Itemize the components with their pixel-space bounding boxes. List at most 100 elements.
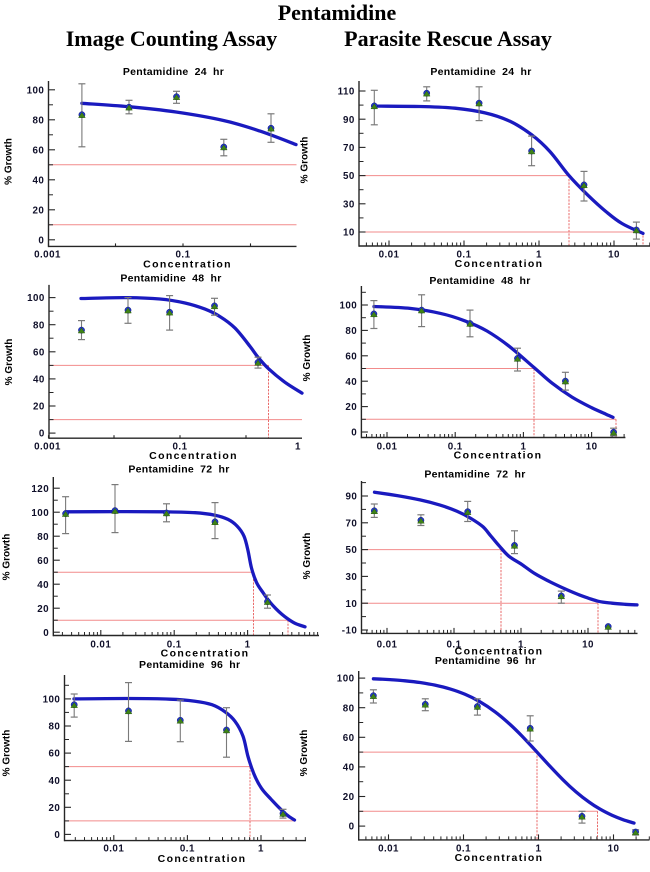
svg-text:40: 40 [343, 763, 355, 774]
svg-text:0.1: 0.1 [176, 250, 191, 261]
svg-text:Pentamidine 72 hr: Pentamidine 72 hr [424, 469, 525, 481]
svg-text:1: 1 [258, 844, 264, 855]
svg-text:% Growth: % Growth [4, 138, 15, 185]
svg-text:Concentration: Concentration [143, 258, 232, 270]
svg-text:0: 0 [54, 830, 60, 841]
svg-text:70: 70 [343, 143, 355, 154]
svg-text:1: 1 [518, 640, 524, 651]
svg-text:0.1: 0.1 [456, 844, 471, 855]
svg-text:40: 40 [48, 776, 60, 787]
svg-text:100: 100 [31, 508, 49, 519]
svg-text:0: 0 [349, 822, 355, 833]
svg-text:20: 20 [32, 205, 44, 216]
svg-text:100: 100 [43, 695, 61, 706]
svg-text:60: 60 [343, 733, 355, 744]
svg-text:0.001: 0.001 [34, 250, 61, 261]
svg-text:20: 20 [37, 604, 49, 615]
svg-text:10: 10 [608, 250, 620, 261]
svg-text:70: 70 [345, 518, 357, 529]
svg-text:80: 80 [48, 722, 60, 733]
svg-text:20: 20 [345, 402, 357, 413]
svg-text:120: 120 [31, 484, 49, 495]
svg-text:40: 40 [32, 175, 44, 186]
svg-text:40: 40 [33, 375, 45, 386]
svg-text:100: 100 [27, 293, 45, 304]
svg-text:0: 0 [43, 628, 49, 639]
svg-text:Concentration: Concentration [455, 258, 544, 270]
svg-text:0.01: 0.01 [90, 640, 111, 651]
svg-text:Concentration: Concentration [455, 645, 544, 657]
svg-text:0: 0 [351, 428, 357, 439]
svg-text:Concentration: Concentration [161, 648, 250, 660]
svg-text:0.01: 0.01 [377, 442, 398, 453]
svg-text:0: 0 [39, 429, 45, 440]
svg-text:Pentamidine: Pentamidine [278, 0, 397, 25]
svg-text:1: 1 [536, 844, 542, 855]
svg-text:60: 60 [33, 347, 45, 358]
svg-text:20: 20 [48, 803, 60, 814]
svg-text:100: 100 [27, 85, 45, 96]
svg-text:60: 60 [48, 749, 60, 760]
svg-text:0.01: 0.01 [103, 844, 124, 855]
svg-text:60: 60 [345, 351, 357, 362]
svg-text:Pentamidine 48 hr: Pentamidine 48 hr [120, 273, 221, 285]
svg-text:Concentration: Concentration [455, 852, 544, 864]
svg-text:% Growth: % Growth [302, 335, 313, 382]
svg-text:40: 40 [37, 580, 49, 591]
svg-text:0.1: 0.1 [447, 640, 462, 651]
svg-text:Pentamidine 96 hr: Pentamidine 96 hr [139, 659, 240, 671]
svg-text:-10: -10 [342, 626, 358, 637]
svg-text:Pentamidine 48 hr: Pentamidine 48 hr [429, 275, 530, 287]
svg-text:80: 80 [32, 115, 44, 126]
svg-text:110: 110 [338, 87, 355, 98]
svg-text:Pentamidine 72 hr: Pentamidine 72 hr [128, 464, 229, 476]
svg-text:10: 10 [343, 228, 355, 239]
svg-text:60: 60 [37, 556, 49, 567]
svg-text:Pentamidine 24 hr: Pentamidine 24 hr [430, 66, 531, 78]
svg-text:50: 50 [345, 545, 357, 556]
svg-text:Image Counting Assay: Image Counting Assay [66, 26, 277, 51]
svg-text:Pentamidine 96 hr: Pentamidine 96 hr [435, 655, 536, 667]
svg-text:0.01: 0.01 [377, 640, 398, 651]
svg-text:0.1: 0.1 [457, 250, 472, 261]
svg-text:0.001: 0.001 [34, 442, 61, 453]
svg-text:80: 80 [33, 320, 45, 331]
svg-text:100: 100 [337, 674, 355, 685]
svg-text:1: 1 [536, 250, 542, 261]
svg-text:Concentration: Concentration [158, 853, 247, 865]
svg-text:80: 80 [37, 532, 49, 543]
svg-text:0.01: 0.01 [378, 844, 399, 855]
svg-text:30: 30 [343, 199, 355, 210]
svg-text:20: 20 [343, 792, 355, 803]
svg-text:0.1: 0.1 [167, 640, 182, 651]
svg-text:30: 30 [345, 572, 357, 583]
svg-text:% Growth: % Growth [299, 137, 310, 184]
svg-text:0.1: 0.1 [173, 442, 188, 453]
svg-text:20: 20 [33, 402, 45, 413]
svg-text:90: 90 [345, 492, 357, 503]
svg-text:1: 1 [520, 442, 526, 453]
svg-text:0.1: 0.1 [448, 442, 463, 453]
svg-text:1: 1 [245, 640, 251, 651]
svg-text:60: 60 [32, 145, 44, 156]
svg-text:% Growth: % Growth [1, 534, 12, 581]
svg-text:Concentration: Concentration [149, 450, 238, 462]
svg-text:Pentamidine 24 hr: Pentamidine 24 hr [123, 66, 224, 78]
svg-text:50: 50 [343, 171, 355, 182]
svg-text:% Growth: % Growth [4, 339, 15, 386]
svg-text:Concentration: Concentration [454, 450, 543, 462]
svg-text:80: 80 [345, 326, 357, 337]
svg-text:0.1: 0.1 [180, 844, 195, 855]
svg-text:10: 10 [586, 442, 598, 453]
svg-text:0: 0 [38, 235, 44, 246]
svg-text:Parasite Rescue Assay: Parasite Rescue Assay [344, 26, 552, 51]
svg-text:10: 10 [608, 844, 620, 855]
svg-text:% Growth: % Growth [299, 730, 310, 777]
svg-text:10: 10 [582, 640, 594, 651]
svg-text:10: 10 [345, 599, 357, 610]
svg-text:100: 100 [339, 301, 357, 312]
svg-text:40: 40 [345, 377, 357, 388]
svg-text:80: 80 [343, 703, 355, 714]
svg-text:0.01: 0.01 [379, 250, 400, 261]
svg-text:1: 1 [295, 442, 301, 453]
